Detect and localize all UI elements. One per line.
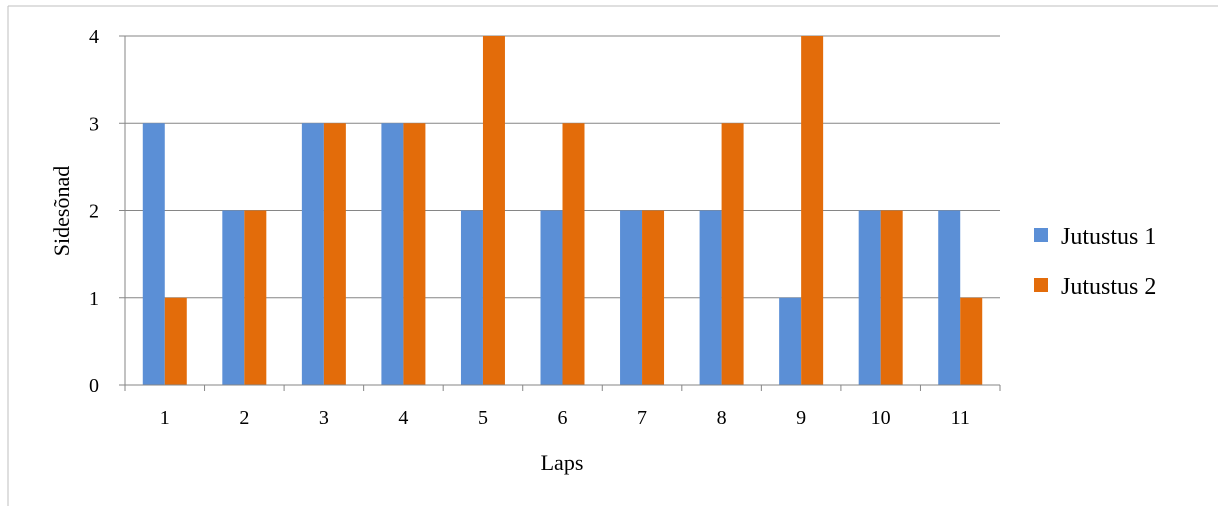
y-tick-label: 3	[89, 113, 99, 135]
bar-series1-cat2	[222, 210, 245, 385]
axes	[119, 35, 1001, 391]
bar-series1-cat1	[142, 123, 165, 385]
y-tick-label: 4	[89, 26, 99, 48]
bar-series2-cat10	[880, 210, 903, 385]
bar-series2-cat3	[323, 123, 346, 385]
bar-series2-cat11	[960, 297, 983, 385]
bar-series2-cat1	[164, 297, 187, 385]
bar-series1-cat7	[620, 210, 643, 385]
legend-label-series2: Jutustus 2	[1061, 274, 1156, 300]
x-axis-title: Laps	[541, 450, 584, 475]
x-tick-label: 4	[398, 407, 408, 429]
bar-series2-cat7	[642, 210, 665, 385]
y-tick-label: 1	[89, 288, 99, 310]
x-tick-label: 2	[239, 407, 249, 429]
bar-series1-cat6	[540, 210, 563, 385]
legend-label-series1: Jutustus 1	[1061, 224, 1156, 250]
x-tick-label: 6	[558, 407, 568, 429]
tick-labels: 0 1 2 3 4 1 2 3 4 5 6 7 8 9 10 11	[89, 26, 970, 429]
bars	[142, 36, 983, 385]
bar-series1-cat11	[938, 210, 961, 385]
bar-series1-cat3	[301, 123, 324, 385]
x-tick-label: 1	[160, 407, 170, 429]
bar-series1-cat4	[381, 123, 404, 385]
x-tick-label: 7	[637, 407, 647, 429]
legend-swatch-series1	[1034, 228, 1048, 242]
bar-series2-cat2	[244, 210, 267, 385]
legend-swatch-series2	[1034, 278, 1048, 292]
bar-series1-cat9	[779, 297, 802, 385]
legend: Jutustus 1 Jutustus 2	[1034, 224, 1156, 300]
y-axis-title: Sidesõnad	[49, 166, 74, 256]
bar-series2-cat4	[403, 123, 426, 385]
x-tick-label: 5	[478, 407, 488, 429]
bar-series1-cat10	[858, 210, 881, 385]
bar-series1-cat8	[699, 210, 722, 385]
x-tick-label: 11	[951, 407, 970, 429]
x-tick-label: 10	[871, 407, 891, 429]
x-tick-label: 3	[319, 407, 329, 429]
bar-series2-cat9	[801, 36, 824, 385]
x-tick-label: 8	[717, 407, 727, 429]
bar-series2-cat5	[482, 36, 505, 385]
x-tick-label: 9	[796, 407, 806, 429]
y-tick-label: 0	[89, 375, 99, 397]
bar-series1-cat5	[460, 210, 483, 385]
bar-series2-cat6	[562, 123, 585, 385]
y-tick-label: 2	[89, 201, 99, 223]
bar-series2-cat8	[721, 123, 744, 385]
